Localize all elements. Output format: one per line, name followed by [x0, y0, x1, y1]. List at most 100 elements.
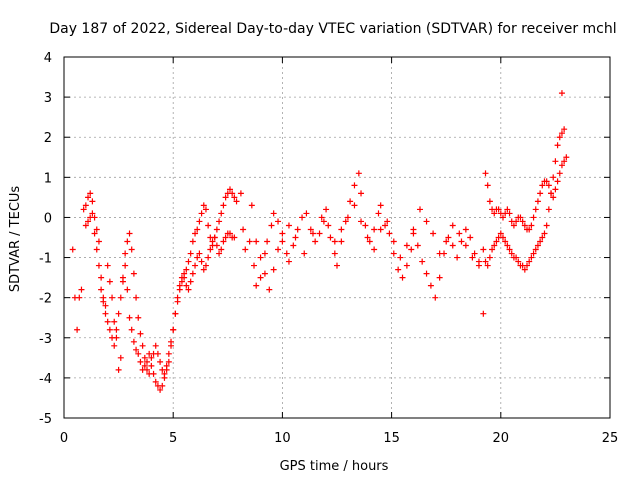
- data-point: [198, 258, 205, 265]
- y-axis-label: SDTVAR / TECUs: [8, 186, 23, 293]
- series-track-e: [482, 154, 570, 233]
- data-point: [543, 222, 550, 229]
- data-point: [484, 182, 491, 189]
- data-point: [137, 358, 144, 365]
- data-point: [216, 250, 223, 257]
- data-point: [515, 258, 522, 265]
- data-point: [257, 274, 264, 281]
- y-tick-label: -2: [39, 292, 52, 307]
- data-point: [395, 266, 402, 273]
- data-point: [126, 230, 133, 237]
- data-point: [222, 234, 229, 241]
- data-point: [152, 342, 159, 349]
- data-point: [323, 206, 330, 213]
- data-point: [141, 354, 148, 361]
- data-point: [517, 214, 524, 221]
- data-point: [209, 238, 216, 245]
- data-point: [366, 238, 373, 245]
- data-point: [117, 354, 124, 361]
- data-point: [318, 214, 325, 221]
- data-point: [152, 378, 159, 385]
- data-point: [290, 242, 297, 249]
- data-point: [471, 250, 478, 257]
- data-point: [355, 170, 362, 177]
- data-point: [377, 202, 384, 209]
- data-point: [148, 354, 155, 361]
- data-point: [275, 218, 282, 225]
- data-point: [200, 266, 207, 273]
- data-point: [301, 250, 308, 257]
- data-point: [377, 226, 384, 233]
- data-point: [497, 230, 504, 237]
- data-point: [399, 274, 406, 281]
- data-point: [486, 254, 493, 261]
- data-point: [423, 270, 430, 277]
- data-point: [371, 246, 378, 253]
- data-point: [554, 178, 561, 185]
- data-point: [113, 326, 120, 333]
- data-point: [122, 250, 129, 257]
- x-tick-label: 20: [493, 431, 510, 446]
- data-point: [93, 226, 100, 233]
- data-point: [137, 330, 144, 337]
- data-point: [554, 142, 561, 149]
- data-point: [362, 222, 369, 229]
- y-tick-label: 1: [44, 171, 52, 186]
- y-tick-label: -5: [39, 412, 52, 427]
- data-point: [561, 158, 568, 165]
- data-point: [347, 198, 354, 205]
- data-point: [264, 238, 271, 245]
- data-point: [491, 210, 498, 217]
- y-tick-label: 0: [44, 211, 52, 226]
- data-point: [338, 226, 345, 233]
- x-axis-label: GPS time / hours: [280, 459, 389, 474]
- data-point: [285, 258, 292, 265]
- data-point: [285, 222, 292, 229]
- data-point: [427, 282, 434, 289]
- data-point: [220, 202, 227, 209]
- data-point: [499, 214, 506, 221]
- data-point: [449, 242, 456, 249]
- data-point: [98, 274, 105, 281]
- data-point: [133, 294, 140, 301]
- data-point: [480, 246, 487, 253]
- data-point: [545, 182, 552, 189]
- data-point: [454, 254, 461, 261]
- data-point: [87, 214, 94, 221]
- data-point: [85, 218, 92, 225]
- data-point: [484, 262, 491, 269]
- data-point: [102, 302, 109, 309]
- data-point: [122, 262, 129, 269]
- data-point: [342, 218, 349, 225]
- data-point: [521, 222, 528, 229]
- data-point: [185, 286, 192, 293]
- data-point: [303, 210, 310, 217]
- data-point: [445, 234, 452, 241]
- data-point: [539, 234, 546, 241]
- data-point: [194, 226, 201, 233]
- data-point: [233, 198, 240, 205]
- data-point: [510, 222, 517, 229]
- data-point: [390, 250, 397, 257]
- data-point: [358, 190, 365, 197]
- data-point: [115, 366, 122, 373]
- data-point: [456, 230, 463, 237]
- data-point: [419, 258, 426, 265]
- data-point: [95, 238, 102, 245]
- data-point: [530, 250, 537, 257]
- data-point: [205, 254, 212, 261]
- data-point: [558, 162, 565, 169]
- data-point: [530, 214, 537, 221]
- data-point: [384, 218, 391, 225]
- data-point: [202, 206, 209, 213]
- data-point: [528, 222, 535, 229]
- data-point: [185, 258, 192, 265]
- data-point: [550, 194, 557, 201]
- data-point: [475, 262, 482, 269]
- data-point: [534, 242, 541, 249]
- data-point: [382, 222, 389, 229]
- data-point: [309, 230, 316, 237]
- data-point: [242, 246, 249, 253]
- data-point: [106, 278, 113, 285]
